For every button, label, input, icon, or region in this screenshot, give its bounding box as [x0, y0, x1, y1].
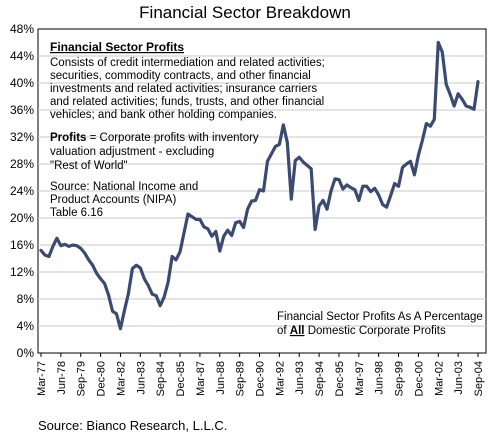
x-tick-label: Mar-77	[36, 361, 48, 396]
profits-line: "Rest of World"	[50, 160, 128, 172]
nipa-source-line: Product Accounts (NIPA)	[50, 194, 177, 206]
x-tick-label: Sep-99	[394, 361, 406, 396]
y-tick-label: 36%	[10, 103, 34, 117]
nipa-source-line: Table 6.16	[50, 207, 103, 219]
x-tick-label: Mar-02	[433, 361, 445, 396]
x-tick-label: Sep-89	[235, 361, 247, 396]
x-tick-label: Sep-94	[314, 361, 326, 396]
annotation-heading: Financial Sector Profits	[50, 40, 184, 54]
caption-line-2: of All Domestic Corporate Profits	[277, 325, 446, 337]
profits-definition: Profits = Corporate profits with invento…	[50, 132, 259, 144]
x-tick-label: Sep-84	[155, 361, 167, 396]
y-tick-label: 8%	[17, 292, 35, 306]
x-tick-label: Sep-79	[76, 361, 88, 396]
annotation-box: Financial Sector Profits Consists of cre…	[50, 40, 325, 219]
annotation-line: Consists of credit intermediation and re…	[50, 57, 325, 69]
x-tick-label: Mar-87	[195, 361, 207, 396]
profits-line: = Corporate profits with inventory	[86, 132, 259, 144]
y-axis-ticks: 0% 4% 8% 12% 16% 20% 24% 28% 32% 36% 40% 44% 48%	[10, 22, 34, 360]
x-tick-label: Jun-03	[453, 361, 465, 395]
y-tick-label: 40%	[10, 76, 34, 90]
caption-post: Domestic Corporate Profits	[305, 325, 446, 337]
y-tick-label: 32%	[10, 130, 34, 144]
nipa-source-line: Source: National Income and	[50, 181, 198, 193]
caption-pre: of	[277, 325, 290, 337]
y-tick-label: 20%	[10, 211, 34, 225]
source-note: Source: Bianco Research, L.L.C.	[38, 418, 228, 433]
y-tick-label: 24%	[10, 184, 34, 198]
y-tick-label: 28%	[10, 157, 34, 171]
x-tick-label: Jun-98	[374, 361, 386, 395]
x-tick-label: Mar-82	[115, 361, 127, 396]
y-tick-label: 12%	[10, 265, 34, 279]
series-layer	[39, 40, 480, 331]
annotation-line: vehicles; and bank other holding compani…	[50, 109, 277, 121]
x-tick-label: Dec-80	[96, 361, 108, 396]
annotation-line: investments and related activities; insu…	[50, 83, 317, 95]
x-tick-label: Jun-93	[294, 361, 306, 395]
x-tick-label: Mar-97	[354, 361, 366, 396]
annotation-line: and related activities; funds, trusts, a…	[50, 96, 324, 108]
y-tick-label: 4%	[17, 319, 35, 333]
x-tick-label: Dec-90	[255, 361, 267, 396]
chart-title: Financial Sector Breakdown	[139, 3, 351, 22]
caption-bold-all: All	[290, 325, 305, 337]
x-tick-label: Jun-88	[215, 361, 227, 395]
caption-line-1: Financial Sector Profits As A Percentage	[277, 311, 483, 323]
grid-lines	[38, 55, 486, 327]
x-tick-label: Jun-83	[135, 361, 147, 395]
profits-line: valuation adjustment - excluding	[50, 146, 214, 158]
y-tick-label: 0%	[17, 346, 35, 360]
y-tick-label: 44%	[10, 49, 34, 63]
x-tick-label: Dec-95	[334, 361, 346, 396]
y-tick-label: 48%	[10, 22, 34, 36]
x-tick-label: Jun-78	[56, 361, 68, 395]
series-line	[39, 40, 480, 331]
x-tick-label: Sep-04	[473, 361, 485, 396]
x-tick-label: Dec-85	[175, 361, 187, 396]
x-tick-label: Mar-92	[274, 361, 286, 396]
y-tick-label: 16%	[10, 238, 34, 252]
x-axis-ticks: Mar-77 Jun-78 Sep-79 Dec-80 Mar-82 Jun-83 Sep-…	[36, 353, 485, 396]
annotation-line: securities, commodity contracts, and oth…	[50, 70, 311, 82]
x-tick-label: Dec-00	[413, 361, 425, 396]
profits-term: Profits	[50, 132, 86, 144]
chart-caption: Financial Sector Profits As A Percentage…	[277, 311, 483, 337]
